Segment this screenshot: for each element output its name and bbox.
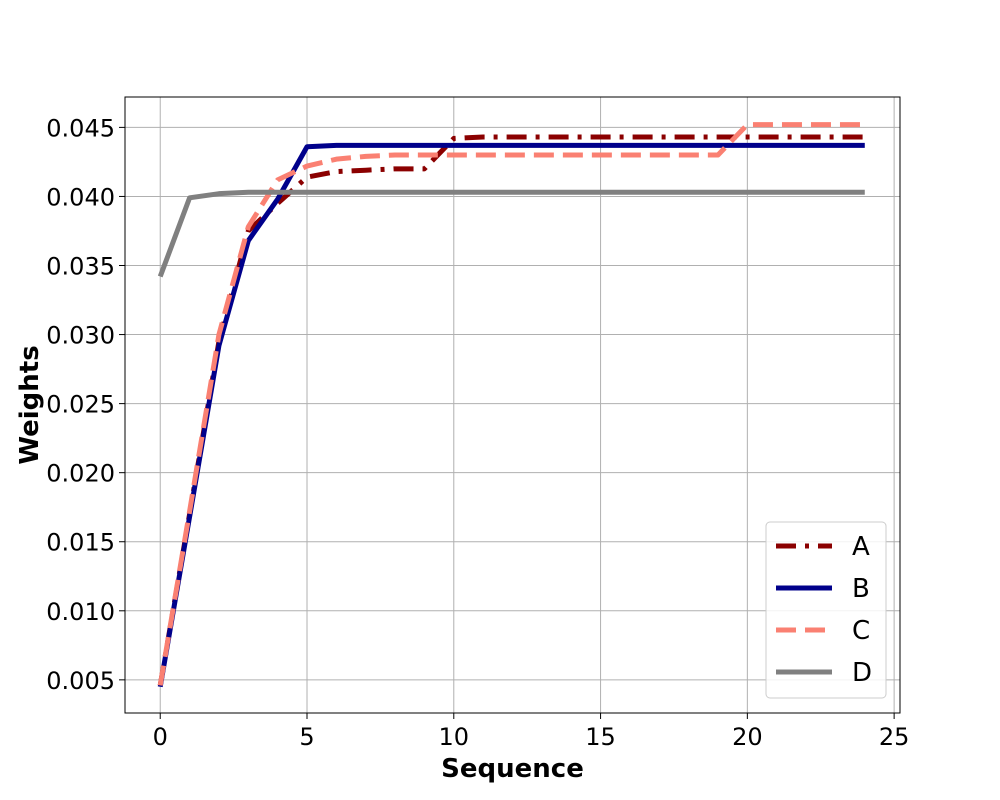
- plot-frame: [124, 96, 901, 714]
- y-tick-label: 0.025: [46, 391, 115, 419]
- legend-label-C: C: [852, 616, 870, 646]
- y-tick-label: 0.010: [46, 598, 115, 626]
- series-line-A: [157, 134, 865, 686]
- y-axis-ticks: 0.005 0.010 0.015 0.020 0.025 0.030 0.035 0.040…: [46, 114, 125, 695]
- series-line-C: [157, 122, 865, 686]
- x-axis-ticks: 0 5 10 15 20 25: [153, 713, 910, 751]
- y-tick-label: 0.040: [46, 183, 115, 211]
- y-tick-label: 0.005: [46, 667, 115, 695]
- y-axis-title: Weights: [15, 345, 45, 464]
- legend-label-A: A: [852, 532, 870, 562]
- y-tick-label: 0.020: [46, 460, 115, 488]
- series-line-D: [157, 189, 865, 278]
- x-tick-label: 25: [879, 723, 910, 751]
- grid: [125, 97, 900, 713]
- x-tick-label: 20: [732, 723, 763, 751]
- legend-box: [765, 521, 887, 699]
- y-tick-label: 0.035: [46, 253, 115, 281]
- y-tick-label: 0.045: [46, 114, 115, 142]
- x-tick-label: 15: [585, 723, 616, 751]
- x-axis-title: Sequence: [441, 754, 584, 784]
- y-tick-label: 0.015: [46, 529, 115, 557]
- series-lines: [157, 122, 865, 688]
- legend-label-B: B: [852, 574, 870, 604]
- y-tick-label: 0.030: [46, 322, 115, 350]
- x-tick-label: 10: [439, 723, 470, 751]
- series-line-B: [157, 142, 865, 688]
- legend-label-D: D: [852, 658, 872, 688]
- x-tick-label: 0: [153, 723, 168, 751]
- x-tick-label: 5: [299, 723, 314, 751]
